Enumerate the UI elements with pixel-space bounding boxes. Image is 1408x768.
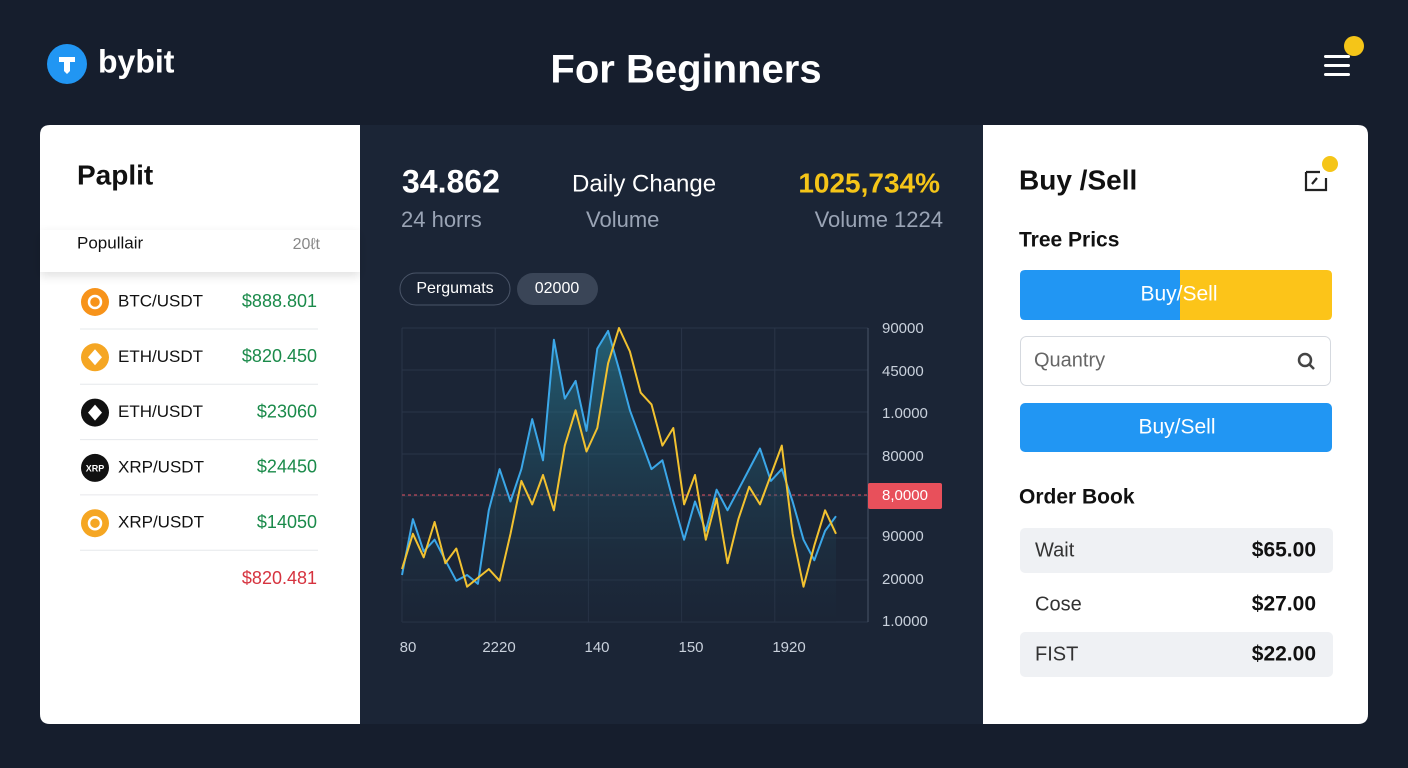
y-tick-label: 1.0000 bbox=[882, 613, 928, 630]
coin-glyph bbox=[87, 294, 103, 310]
order-label: Cose bbox=[1035, 593, 1082, 615]
order-row[interactable]: Cose $27.00 bbox=[1020, 582, 1333, 627]
coin-glyph bbox=[88, 349, 102, 366]
coin-glyph: XRP bbox=[86, 463, 105, 473]
pill-label: 02000 bbox=[535, 280, 580, 297]
pair-price: $888.801 bbox=[242, 291, 317, 311]
order-price: $22.00 bbox=[1252, 643, 1316, 666]
stat-value: 1025,734% bbox=[798, 167, 940, 198]
button-label: Buy/Sell bbox=[1140, 283, 1217, 306]
y-tick-label: 90000 bbox=[882, 528, 924, 545]
coin-glyph bbox=[87, 515, 103, 531]
search-icon-handle bbox=[1308, 363, 1315, 370]
y-tick-label: 20000 bbox=[882, 571, 924, 588]
menu-button[interactable] bbox=[1324, 36, 1364, 76]
price-badge-label: 8,0000 bbox=[882, 487, 928, 504]
search-icon bbox=[1297, 352, 1313, 368]
area bbox=[402, 330, 836, 622]
stat-label: Volume 1224 bbox=[815, 207, 943, 232]
y-tick-label: 80000 bbox=[882, 448, 924, 465]
menu-bar bbox=[1324, 55, 1350, 58]
stat-value: Daily Change bbox=[572, 170, 716, 197]
pair-name: ETH/USDT bbox=[118, 347, 203, 366]
y-tick-label: 1.0000 bbox=[882, 405, 928, 422]
x-tick-label: 80 bbox=[400, 639, 417, 656]
notification-dot bbox=[1344, 36, 1364, 56]
order-price: $27.00 bbox=[1252, 593, 1316, 616]
order-price: $65.00 bbox=[1252, 539, 1316, 562]
button-label: Buy/Sell bbox=[1138, 416, 1215, 439]
pair-row[interactable]: XRP XRP/USDT $24450 bbox=[80, 453, 318, 496]
page-title: For Beginners bbox=[550, 48, 821, 92]
tab[interactable]: Popullair bbox=[77, 233, 143, 252]
logo-text[interactable]: bybit bbox=[98, 43, 175, 79]
wallet-icon[interactable] bbox=[1304, 156, 1338, 192]
row-bg bbox=[1020, 582, 1333, 627]
stat-value: 34.862 bbox=[402, 163, 500, 199]
coin-icon bbox=[81, 453, 109, 482]
x-tick-label: 150 bbox=[678, 639, 703, 656]
order-label: Wait bbox=[1035, 539, 1075, 561]
x-tick-label: 2220 bbox=[482, 639, 515, 656]
buy-sell-button[interactable] bbox=[1020, 403, 1332, 452]
price-chart: 90000 45000 1.0000 80000 8,0000 90000 20000 1.0… bbox=[400, 320, 942, 656]
coin-icon bbox=[81, 509, 109, 538]
coin-glyph bbox=[88, 404, 102, 421]
pair-price: $820.450 bbox=[242, 346, 317, 366]
tab-bar bbox=[40, 230, 360, 272]
quantity-input[interactable] bbox=[1020, 336, 1331, 386]
pair-row[interactable]: XRP/USDT $14050 bbox=[80, 509, 318, 551]
button-left bbox=[1020, 270, 1180, 320]
stat-label: 24 horrs bbox=[401, 207, 482, 232]
pair-price: $14050 bbox=[257, 512, 317, 532]
menu-bar bbox=[1324, 64, 1350, 67]
logo-glyph bbox=[59, 57, 75, 74]
order-label: FIST bbox=[1035, 643, 1078, 665]
pair-row[interactable]: ETH/USDT $23060 bbox=[80, 398, 318, 441]
notification-dot bbox=[1322, 156, 1338, 172]
order-row[interactable]: FIST $22.00 bbox=[1020, 632, 1333, 677]
pair-name: ETH/USDT bbox=[118, 402, 203, 421]
button-right bbox=[1180, 270, 1332, 320]
x-tick-label: 1920 bbox=[772, 639, 805, 656]
input-placeholder: Quantry bbox=[1034, 349, 1105, 371]
left-panel bbox=[40, 125, 360, 724]
y-tick-label: 90000 bbox=[882, 320, 924, 337]
tab-meta: 20ℓt bbox=[293, 236, 321, 253]
order-book: Wait $65.00 Cose $27.00 FIST $22.00 bbox=[1020, 528, 1333, 677]
menu-bar bbox=[1324, 73, 1350, 76]
coin-icon bbox=[81, 288, 109, 316]
footer-price: $820.481 bbox=[242, 568, 317, 588]
chart-panel bbox=[360, 125, 983, 724]
pair-name: BTC/USDT bbox=[118, 291, 203, 310]
price-line bbox=[401, 327, 837, 588]
pill[interactable] bbox=[399, 272, 511, 306]
y-tick-label: 45000 bbox=[882, 363, 924, 380]
pill[interactable] bbox=[517, 273, 598, 305]
pair-price: $23060 bbox=[257, 401, 317, 421]
row-bg bbox=[1020, 632, 1333, 677]
pair-row[interactable]: BTC/USDT $888.801 bbox=[80, 288, 318, 330]
icon-stroke bbox=[1311, 177, 1318, 185]
section-title: Tree Prics bbox=[1019, 229, 1119, 252]
panel-title: Buy /Sell bbox=[1019, 164, 1137, 195]
panel-title: Paplit bbox=[77, 159, 153, 190]
stat-label: Volume bbox=[586, 207, 659, 232]
row-bg bbox=[1020, 528, 1333, 573]
pair-price: $24450 bbox=[257, 457, 317, 477]
pair-name: XRP/USDT bbox=[118, 513, 204, 532]
pill-label: Pergumats bbox=[416, 280, 493, 297]
split-button[interactable]: Buy/Sell bbox=[1020, 270, 1332, 320]
pair-name: XRP/USDT bbox=[118, 457, 204, 476]
icon-outline bbox=[1304, 170, 1328, 192]
price-badge bbox=[868, 483, 942, 509]
section-title: Order Book bbox=[1019, 486, 1135, 509]
pair-row[interactable]: ETH/USDT $820.450 bbox=[80, 343, 318, 385]
x-tick-label: 140 bbox=[584, 639, 609, 656]
order-row[interactable]: Wait $65.00 bbox=[1020, 528, 1333, 573]
